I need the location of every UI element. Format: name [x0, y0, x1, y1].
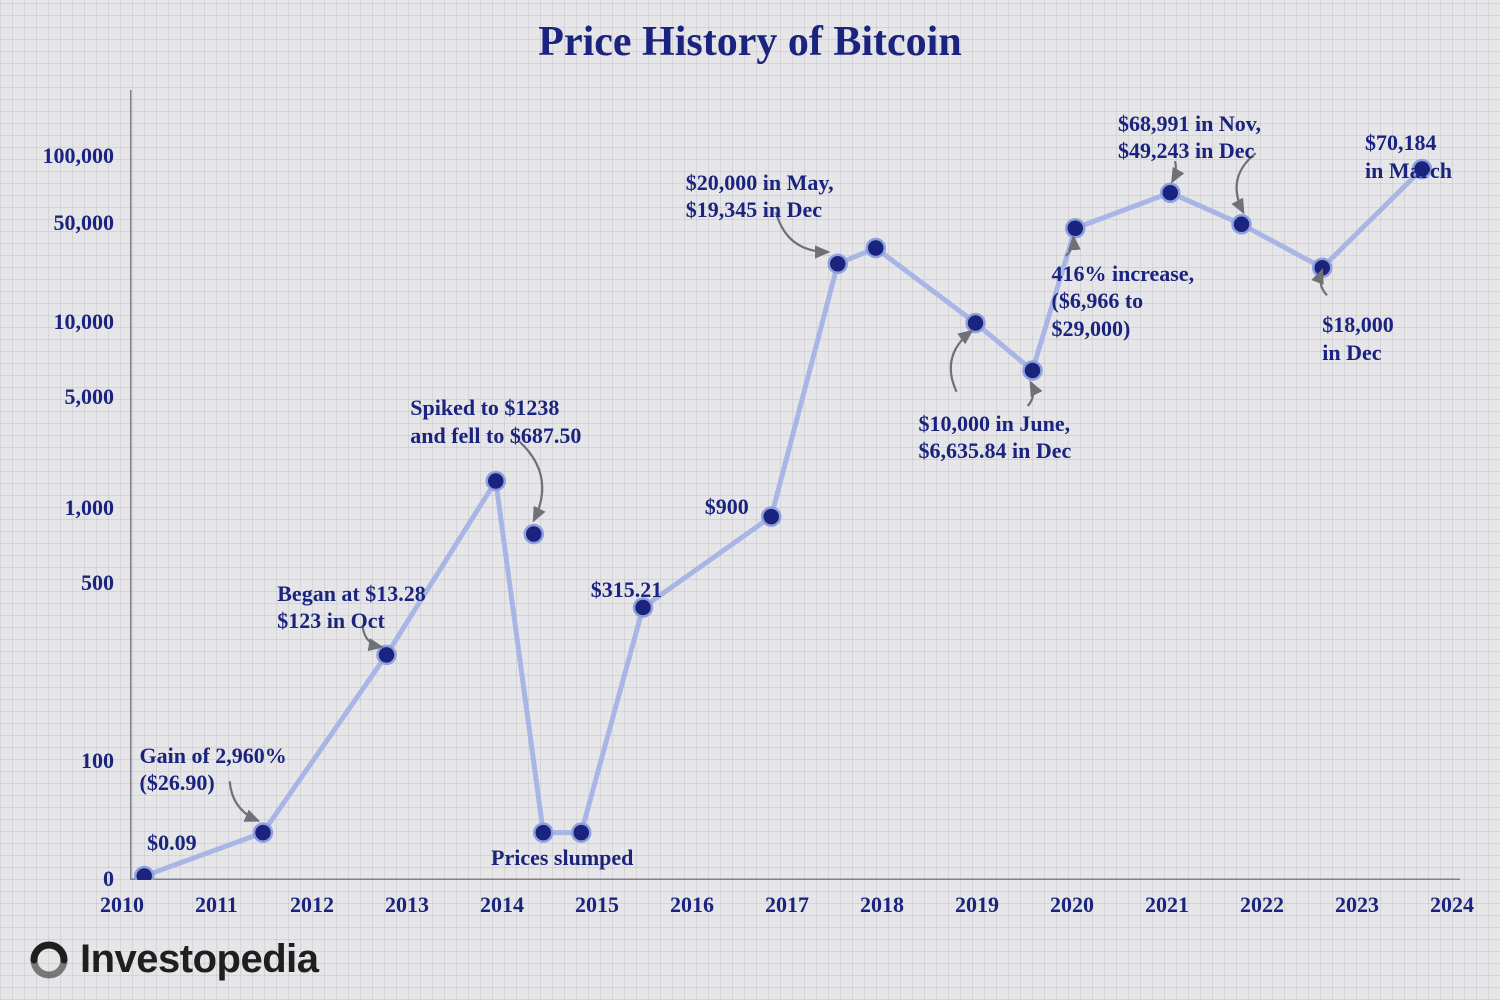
y-tick-label: 1,000: [65, 495, 115, 521]
x-tick-label: 2019: [955, 892, 999, 918]
x-tick-label: 2021: [1145, 892, 1189, 918]
brand-icon: [28, 939, 70, 981]
annotation: $0.09: [147, 829, 197, 857]
x-tick-label: 2017: [765, 892, 809, 918]
annotation: $70,184 in March: [1365, 129, 1452, 184]
annotation: Prices slumped: [491, 844, 633, 872]
annotation: $10,000 in June, $6,635.84 in Dec: [919, 410, 1072, 465]
annotation: Began at $13.28 $123 in Oct: [277, 580, 426, 635]
annotation: $315.21: [591, 576, 663, 604]
annotation: Gain of 2,960% ($26.90): [140, 742, 287, 797]
annotation: $68,991 in Nov, $49,243 in Dec: [1118, 110, 1261, 165]
y-tick-label: 100: [81, 748, 114, 774]
y-tick-label: 5,000: [65, 384, 115, 410]
y-tick-label: 50,000: [54, 210, 115, 236]
x-tick-label: 2014: [480, 892, 524, 918]
annotation: $900: [705, 493, 749, 521]
annotation: $20,000 in May, $19,345 in Dec: [686, 169, 834, 224]
y-tick-label: 0: [103, 866, 114, 892]
chart-title: Price History of Bitcoin: [0, 18, 1500, 66]
brand: Investopedia: [28, 937, 319, 982]
x-tick-label: 2024: [1430, 892, 1474, 918]
x-tick-label: 2011: [195, 892, 238, 918]
x-tick-label: 2020: [1050, 892, 1094, 918]
x-tick-label: 2012: [290, 892, 334, 918]
chart-canvas: Price History of Bitcoin 2010 2011 2012 201…: [0, 0, 1500, 1000]
brand-text: Investopedia: [80, 937, 319, 982]
x-tick-label: 2016: [670, 892, 714, 918]
y-tick-label: 100,000: [43, 143, 115, 169]
y-tick-label: 500: [81, 570, 114, 596]
x-tick-label: 2018: [860, 892, 904, 918]
annotation: 416% increase, ($6,966 to $29,000): [1052, 260, 1195, 343]
y-tick-label: 10,000: [54, 309, 115, 335]
annotation: Spiked to $1238 and fell to $687.50: [410, 394, 581, 449]
x-tick-label: 2023: [1335, 892, 1379, 918]
x-tick-label: 2013: [385, 892, 429, 918]
x-tick-label: 2010: [100, 892, 144, 918]
x-tick-label: 2022: [1240, 892, 1284, 918]
annotation: $18,000 in Dec: [1322, 311, 1394, 366]
x-tick-label: 2015: [575, 892, 619, 918]
